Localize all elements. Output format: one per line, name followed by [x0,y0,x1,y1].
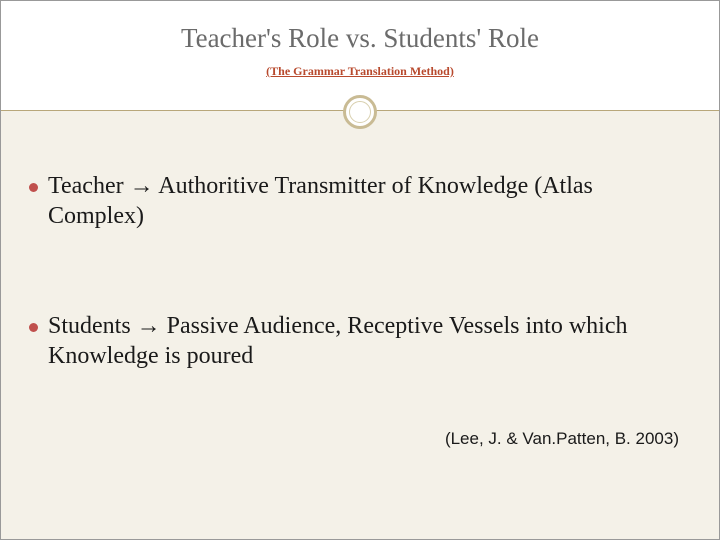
slide-title: Teacher's Role vs. Students' Role [1,1,719,54]
bullet-icon [29,323,38,332]
circle-ornament-icon [343,95,377,129]
citation-text: (Lee, J. & Van.Patten, B. 2003) [445,429,679,449]
bullet-text: Teacher → Authoritive Transmitter of Kno… [48,171,691,231]
bullet-icon [29,183,38,192]
slide-container: Teacher's Role vs. Students' Role (The G… [0,0,720,540]
list-item: Students → Passive Audience, Receptive V… [29,311,691,371]
slide-header: Teacher's Role vs. Students' Role (The G… [1,1,719,111]
bullet-text: Students → Passive Audience, Receptive V… [48,311,691,371]
slide-subtitle: (The Grammar Translation Method) [1,64,719,79]
list-item: Teacher → Authoritive Transmitter of Kno… [29,171,691,231]
slide-body: Teacher → Authoritive Transmitter of Kno… [1,111,719,371]
